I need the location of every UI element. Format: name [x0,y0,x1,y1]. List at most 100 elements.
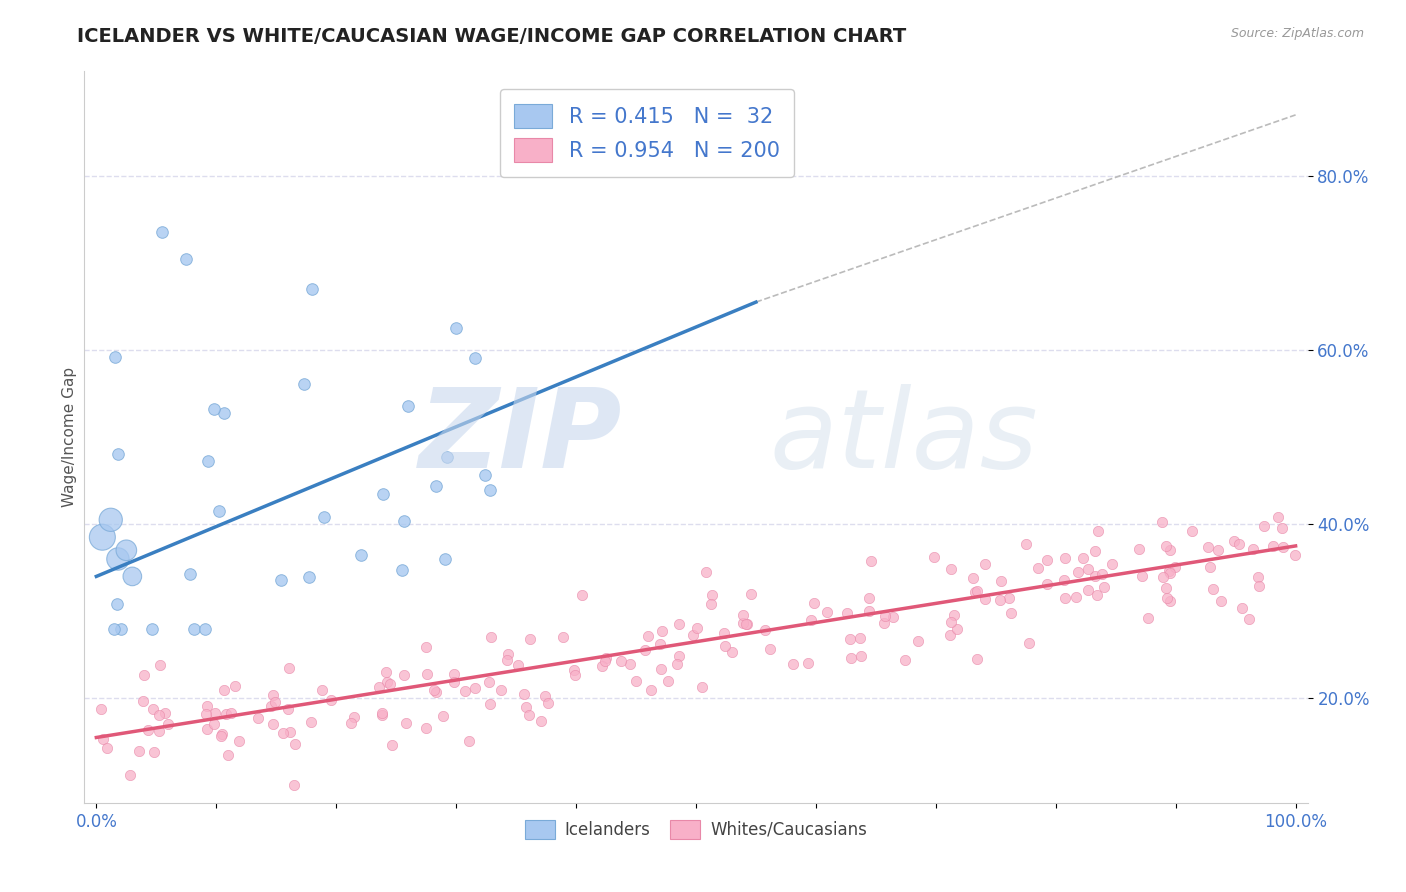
Point [110,622,132,636]
Point [668,617,690,632]
Point [963,584,986,599]
Point [350,548,373,562]
Point [858,604,880,618]
Point [1152,516,1174,530]
Point [966,651,988,665]
Point [998,591,1021,605]
Text: ZIP: ZIP [419,384,623,491]
Point [478,674,501,689]
Point [299,714,322,729]
Point [321,693,343,707]
Point [966,583,988,598]
Point [433,552,456,566]
Point [1064,590,1087,604]
Point [1077,583,1099,598]
Point [91,530,114,544]
Point [90,701,112,715]
Point [202,401,225,416]
Point [517,708,540,723]
Legend: Icelanders, Whites/Caucasians: Icelanders, Whites/Caucasians [517,814,875,846]
Point [496,653,519,667]
Point [536,696,558,710]
Point [292,377,315,392]
Point [1101,557,1123,571]
Point [153,706,176,720]
Point [457,733,479,747]
Point [962,571,984,585]
Point [298,570,321,584]
Point [1015,537,1038,551]
Point [392,514,415,528]
Point [247,711,270,725]
Point [96,740,118,755]
Point [1157,564,1180,578]
Point [212,406,235,420]
Text: ICELANDER VS WHITE/CAUCASIAN WAGE/INCOME GAP CORRELATION CHART: ICELANDER VS WHITE/CAUCASIAN WAGE/INCOME… [77,27,907,45]
Point [553,630,575,644]
Point [759,642,782,657]
Point [312,510,335,524]
Point [432,709,454,723]
Point [478,698,501,712]
Point [278,725,301,739]
Point [1222,533,1244,548]
Point [436,450,458,464]
Point [156,717,179,731]
Point [924,550,946,565]
Text: Source: ZipAtlas.com: Source: ZipAtlas.com [1230,27,1364,40]
Point [1159,594,1181,608]
Point [425,685,447,699]
Point [425,478,447,492]
Point [519,632,541,647]
Point [657,673,679,688]
Point [1091,567,1114,582]
Point [686,620,709,634]
Point [530,714,553,728]
Point [1036,553,1059,567]
Point [396,399,419,413]
Point [714,639,737,653]
Point [849,648,872,663]
Point [946,622,969,636]
Point [371,487,394,501]
Point [415,721,437,735]
Point [1181,524,1204,538]
Point [1249,579,1271,593]
Point [571,588,593,602]
Point [1154,539,1177,553]
Point [454,684,477,698]
Point [380,677,402,691]
Point [515,700,537,714]
Point [1073,551,1095,566]
Point [1084,568,1107,582]
Point [1085,588,1108,602]
Point [800,613,823,627]
Point [120,768,142,782]
Point [1247,570,1270,584]
Point [690,680,713,694]
Point [179,567,201,582]
Point [392,668,415,682]
Point [283,778,305,792]
Point [301,282,323,296]
Point [1026,561,1049,575]
Point [1054,550,1077,565]
Point [375,674,398,689]
Point [278,660,301,674]
Point [803,596,825,610]
Point [381,738,404,752]
Point [415,640,437,655]
Point [262,716,284,731]
Point [1136,611,1159,625]
Point [194,706,217,721]
Point [489,683,512,698]
Point [513,687,536,701]
Point [731,615,754,630]
Point [839,650,862,665]
Point [595,650,617,665]
Point [754,624,776,638]
Point [142,745,165,759]
Point [343,710,366,724]
Point [988,592,1011,607]
Point [1000,606,1022,620]
